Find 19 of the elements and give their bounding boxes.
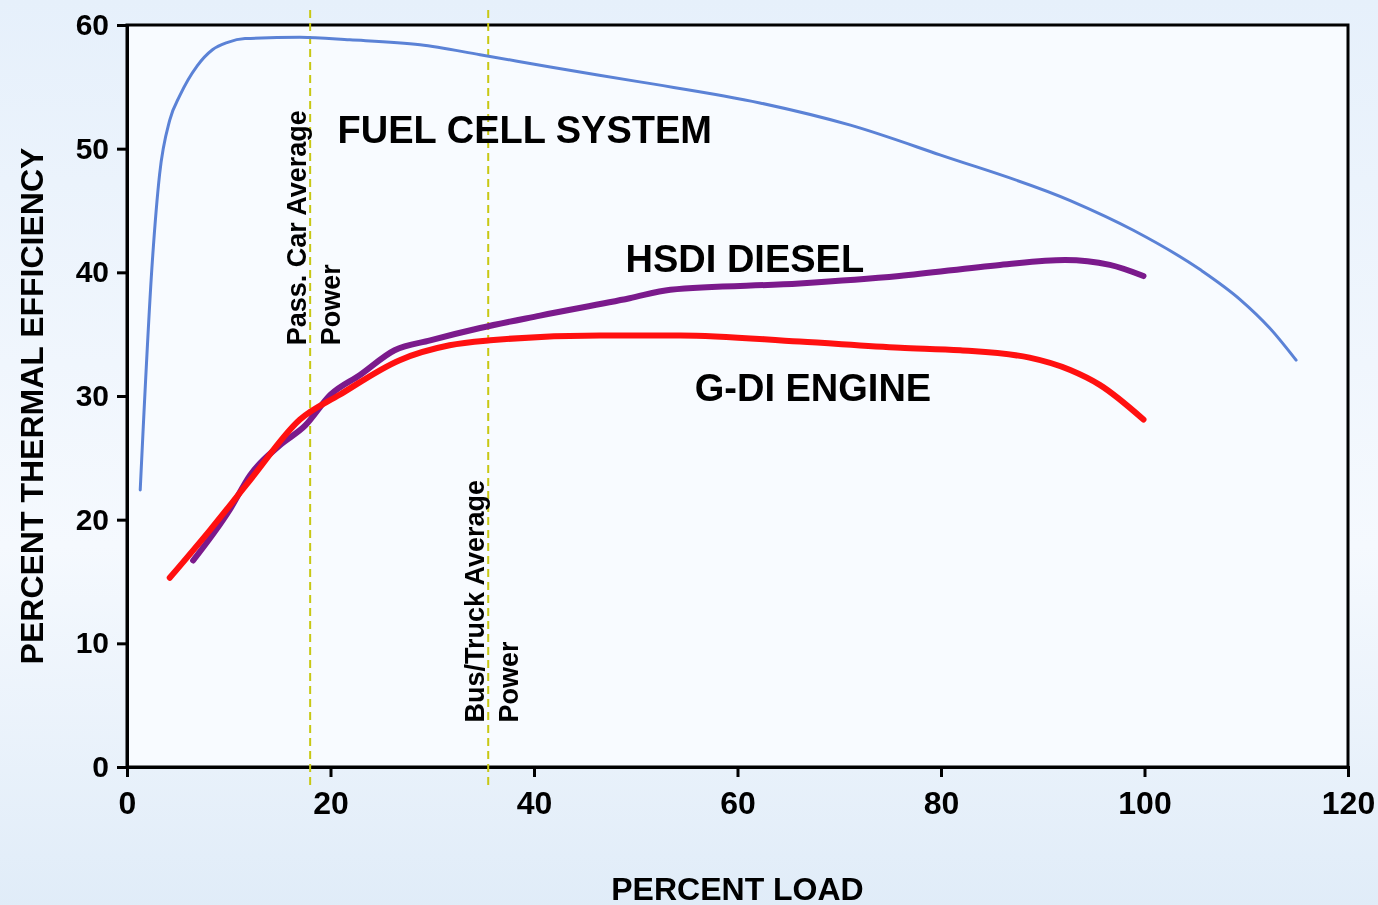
x-tick-label: 40 bbox=[516, 784, 553, 821]
y-tick-label: 20 bbox=[75, 502, 109, 536]
x-tick-label: 0 bbox=[118, 784, 137, 821]
y-tick-label: 60 bbox=[75, 8, 109, 42]
x-tick-label: 120 bbox=[1321, 784, 1376, 821]
series-label: G-DI ENGINE bbox=[694, 366, 932, 409]
y-tick-label: 10 bbox=[75, 626, 109, 660]
ref-line-label: Bus/Truck Average Power bbox=[460, 479, 525, 723]
x-tick-label: 60 bbox=[720, 784, 756, 821]
x-axis-title: PERCENT LOAD bbox=[611, 871, 864, 905]
y-tick-label: 0 bbox=[92, 750, 109, 784]
y-tick-label: 40 bbox=[75, 255, 109, 289]
x-tick-label: 100 bbox=[1118, 784, 1172, 821]
x-tick-label: 20 bbox=[313, 784, 349, 821]
series-label: HSDI DIESEL bbox=[625, 238, 865, 281]
y-tick-label: 50 bbox=[75, 131, 109, 165]
x-tick-label: 80 bbox=[923, 784, 960, 821]
y-axis-title: PERCENT THERMAL EFFICIENCY bbox=[14, 147, 50, 665]
y-tick-label: 30 bbox=[75, 379, 109, 413]
